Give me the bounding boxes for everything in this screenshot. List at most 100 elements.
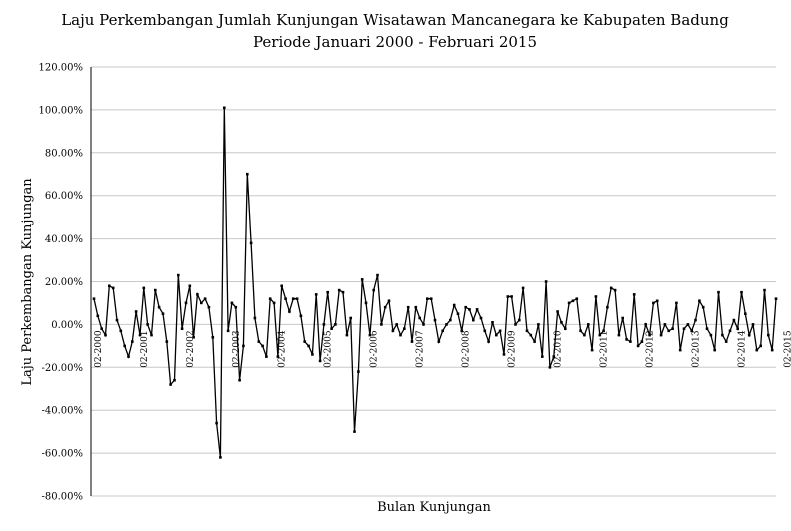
data-point <box>433 318 437 322</box>
data-point <box>326 290 329 294</box>
data-point <box>184 301 188 305</box>
data-point <box>617 333 621 337</box>
series <box>92 106 778 459</box>
data-point <box>92 297 96 300</box>
data-point <box>238 378 241 382</box>
data-point <box>648 333 651 337</box>
data-point <box>368 333 372 337</box>
data-point <box>678 348 682 352</box>
x-tick-label: 02-2004 <box>278 330 288 368</box>
data-point <box>472 318 475 322</box>
data-point <box>552 355 556 358</box>
y-tick-label: -80.00% <box>41 492 83 503</box>
data-point <box>334 323 337 326</box>
data-point <box>406 305 410 309</box>
data-point <box>629 340 632 343</box>
data-point <box>154 288 157 292</box>
data-point <box>272 301 276 305</box>
data-point <box>452 303 456 307</box>
y-tick-label: 100.00% <box>39 105 84 116</box>
data-point <box>541 355 544 358</box>
data-point <box>219 456 222 459</box>
x-tick-label: 02-2015 <box>784 330 791 368</box>
data-point <box>445 323 448 326</box>
data-point <box>475 308 479 311</box>
data-point <box>464 305 467 309</box>
data-point <box>698 299 701 303</box>
data-point <box>659 333 663 337</box>
data-point <box>525 329 529 333</box>
data-point <box>632 293 636 296</box>
data-point <box>770 348 774 352</box>
data-point <box>744 312 747 315</box>
data-point <box>671 327 674 330</box>
data-point <box>399 333 402 337</box>
y-tick-label: -60.00% <box>41 449 83 460</box>
y-tick-label: -40.00% <box>41 406 83 417</box>
data-point <box>303 340 306 343</box>
data-point <box>257 340 261 343</box>
data-point <box>636 344 640 348</box>
y-tick-label: 120.00% <box>39 63 84 74</box>
data-point <box>483 329 487 333</box>
data-point <box>380 323 383 326</box>
data-point <box>606 305 609 309</box>
data-point <box>138 333 142 337</box>
data-point <box>625 338 628 341</box>
data-point <box>667 329 670 333</box>
data-point <box>115 318 119 322</box>
x-axis-ticks: 02-2000 02-2001 02-2002 02-2003 02-2004 02-20… <box>94 330 791 368</box>
data-point <box>265 355 268 358</box>
data-point <box>253 316 257 320</box>
data-point <box>736 327 739 330</box>
data-point <box>609 286 613 290</box>
data-point <box>426 297 429 300</box>
data-point <box>146 323 149 326</box>
series-line <box>93 107 777 458</box>
data-point <box>759 344 762 348</box>
data-point <box>291 297 295 300</box>
data-point <box>311 353 314 356</box>
data-point <box>161 312 165 315</box>
data-point <box>644 323 647 326</box>
data-point <box>200 301 203 305</box>
x-tick-label: 02-2006 <box>370 330 380 368</box>
data-point <box>234 305 238 309</box>
data-point <box>127 355 130 358</box>
data-point <box>414 305 418 309</box>
x-tick-label: 02-2001 <box>140 330 150 367</box>
y-tick-label: 0.00% <box>51 320 83 331</box>
data-point <box>594 295 598 298</box>
data-point <box>721 333 724 337</box>
y-tick-label: 60.00% <box>45 191 83 202</box>
data-point <box>108 284 111 288</box>
data-point <box>284 297 287 300</box>
data-point <box>767 333 770 337</box>
data-point <box>590 348 594 352</box>
chart-title: Laju Perkembangan Jumlah Kunjungan Wisat… <box>61 11 729 29</box>
data-point <box>502 353 506 356</box>
data-point <box>357 370 360 373</box>
data-point <box>717 290 720 294</box>
data-point <box>395 323 398 326</box>
data-point <box>226 329 230 333</box>
data-point <box>663 323 667 326</box>
data-point <box>207 305 211 309</box>
data-point <box>391 329 395 333</box>
data-point <box>682 327 686 330</box>
data-point <box>548 366 552 369</box>
data-point <box>349 316 352 320</box>
data-point <box>353 430 356 433</box>
x-tick-label: 02-2003 <box>232 330 242 368</box>
data-point <box>215 421 218 425</box>
data-point <box>223 106 226 110</box>
data-point <box>564 327 567 330</box>
data-point <box>246 172 249 176</box>
data-point <box>422 323 425 326</box>
data-point <box>675 301 678 305</box>
data-point <box>330 327 333 330</box>
data-point <box>111 286 115 290</box>
data-point <box>364 301 368 305</box>
data-point <box>575 297 579 300</box>
data-point <box>307 344 310 348</box>
